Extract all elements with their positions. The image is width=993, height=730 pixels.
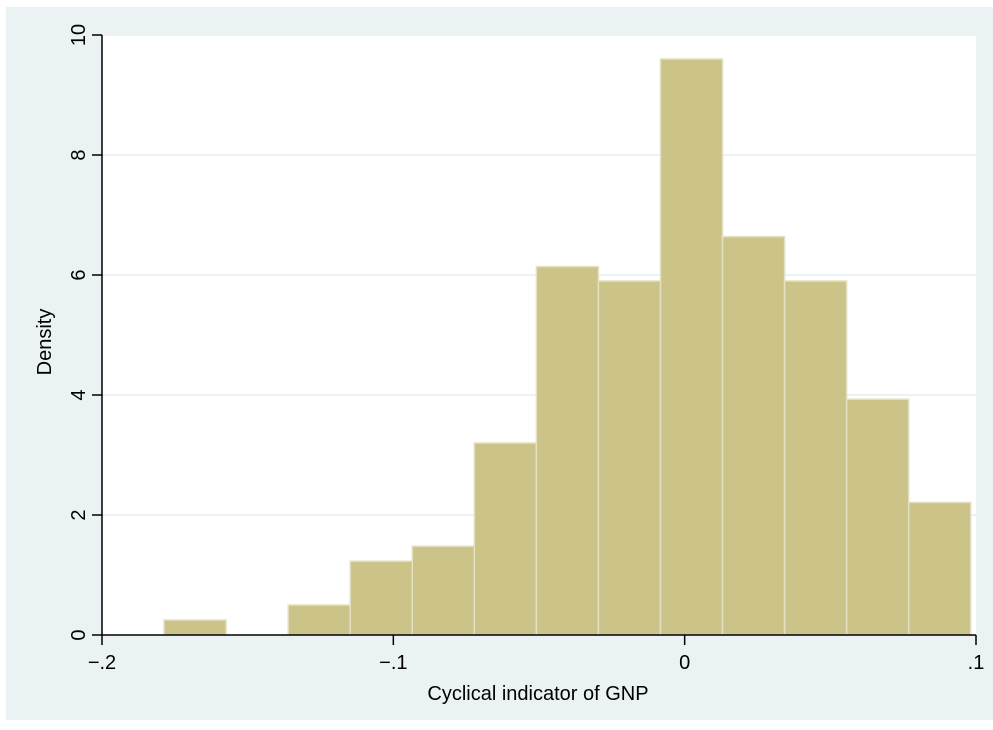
x-tick-label: −.2 xyxy=(88,652,116,674)
histogram-bars xyxy=(163,58,972,636)
histogram-chart: −.2 −.1 0 .1 0 2 4 6 8 10 Cyclical indicator of G… xyxy=(34,24,984,705)
x-axis-title: Cyclical indicator of GNP xyxy=(427,683,648,705)
histogram-bar xyxy=(473,442,538,636)
y-tick-label: 2 xyxy=(68,509,90,520)
histogram-bar xyxy=(659,58,724,636)
y-tick-label: 10 xyxy=(68,24,90,46)
histogram-bar xyxy=(163,619,227,636)
histogram-bar xyxy=(411,545,476,636)
axes xyxy=(92,34,977,645)
y-tick-label: 0 xyxy=(68,629,90,640)
y-axis-title: Density xyxy=(34,309,56,376)
x-tick-label: .1 xyxy=(968,652,985,674)
histogram-bar xyxy=(907,501,972,636)
histogram-bar xyxy=(535,265,600,636)
x-tick-label: −.1 xyxy=(379,652,407,674)
y-tick-label: 8 xyxy=(68,149,90,160)
histogram-bar xyxy=(721,235,786,636)
y-tick-label: 4 xyxy=(68,389,90,400)
histogram-bar xyxy=(845,398,910,636)
chart-frame: −.2 −.1 0 .1 0 2 4 6 8 10 Cyclical indicator of G… xyxy=(6,7,993,720)
histogram-bar xyxy=(783,280,848,636)
histogram-bar xyxy=(287,604,351,636)
x-tick-label: 0 xyxy=(679,652,690,674)
histogram-bar xyxy=(349,560,414,636)
tick-labels: −.2 −.1 0 .1 0 2 4 6 8 10 xyxy=(68,24,984,674)
histogram-bar xyxy=(597,280,662,636)
y-tick-label: 6 xyxy=(68,269,90,280)
